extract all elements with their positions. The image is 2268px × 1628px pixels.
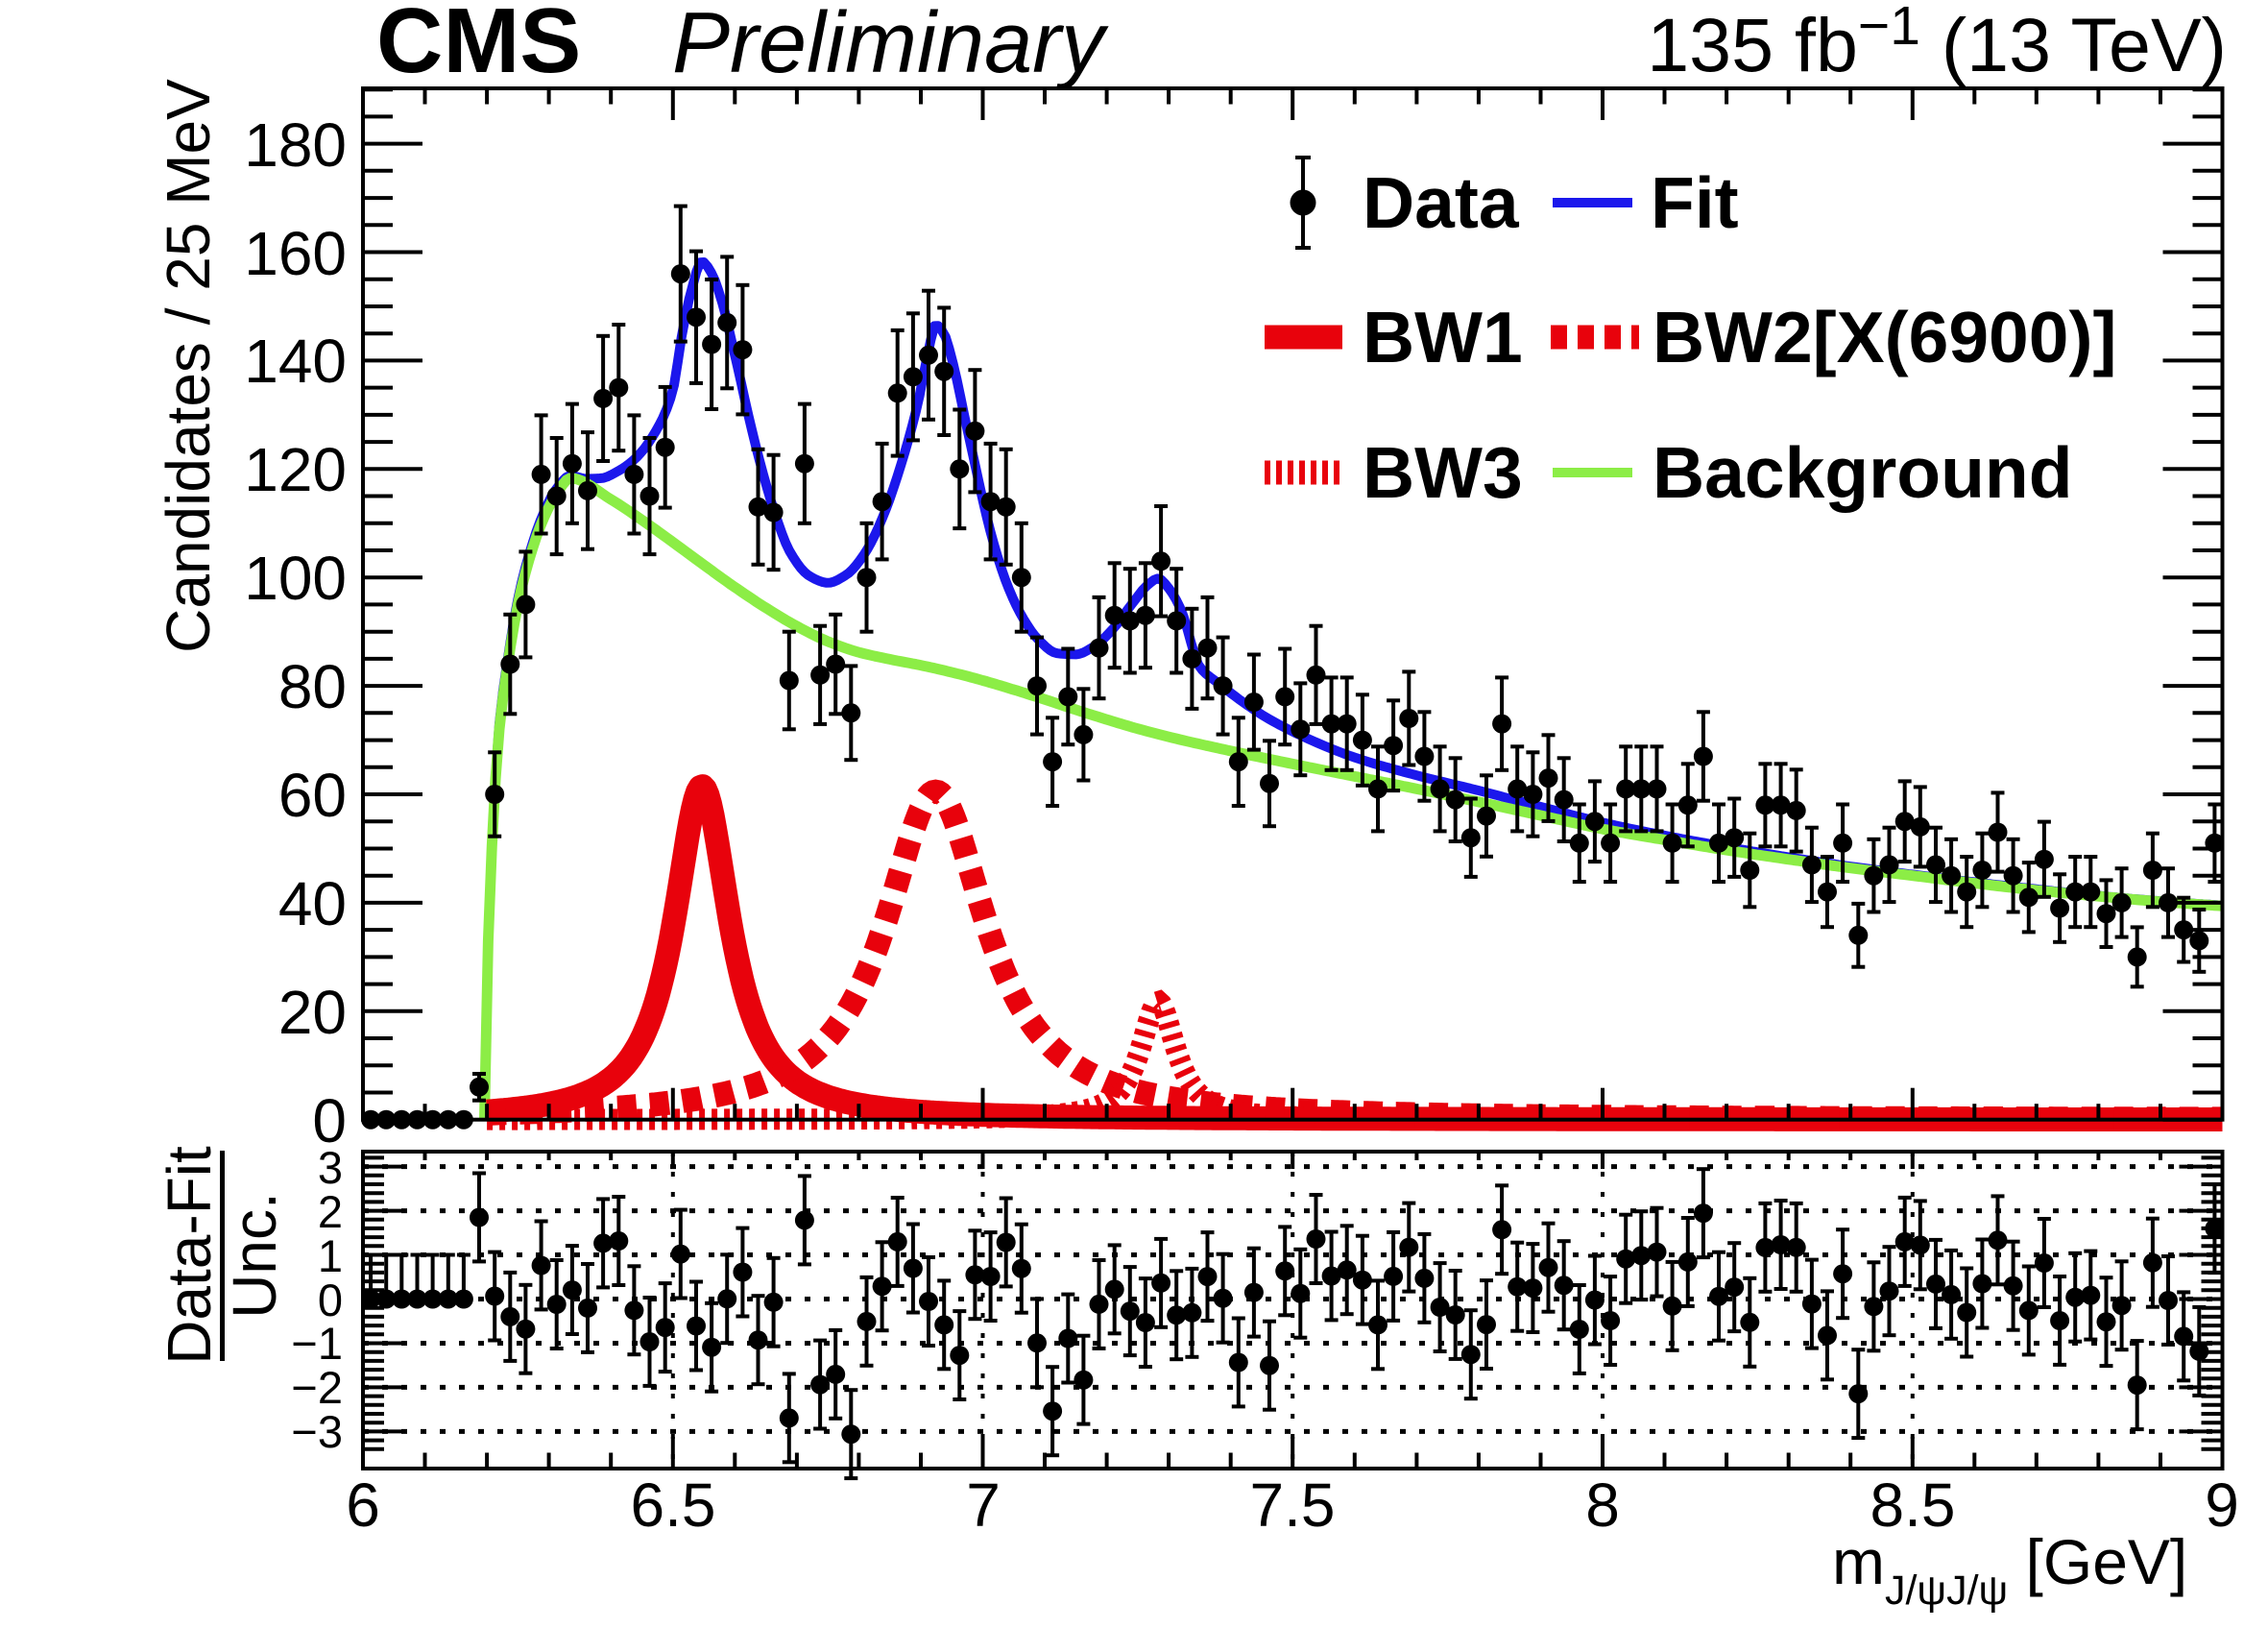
svg-text:−2: −2 [291, 1362, 343, 1413]
svg-text:2: 2 [318, 1186, 343, 1237]
svg-text:CMS: CMS [376, 0, 581, 92]
svg-text:160: 160 [244, 219, 347, 288]
svg-text:6: 6 [346, 1470, 380, 1540]
svg-text:6.5: 6.5 [631, 1470, 716, 1540]
svg-text:0: 0 [312, 1086, 347, 1155]
svg-text:Unc.: Unc. [220, 1192, 289, 1319]
svg-text:135 fb−1 (13 TeV): 135 fb−1 (13 TeV) [1647, 0, 2227, 87]
svg-text:BW2[X(6900)]: BW2[X(6900)] [1653, 297, 2116, 377]
svg-text:Candidates / 25 MeV: Candidates / 25 MeV [154, 79, 223, 653]
svg-text:Data: Data [1363, 162, 1520, 243]
svg-text:80: 80 [278, 652, 347, 721]
svg-text:−3: −3 [291, 1406, 343, 1457]
svg-text:100: 100 [244, 544, 347, 613]
svg-text:20: 20 [278, 978, 347, 1047]
svg-text:8.5: 8.5 [1870, 1470, 1956, 1540]
svg-text:140: 140 [244, 327, 347, 396]
svg-text:BW3: BW3 [1363, 432, 1523, 513]
svg-text:180: 180 [244, 110, 347, 180]
svg-text:BW1: BW1 [1363, 297, 1523, 377]
svg-text:40: 40 [278, 869, 347, 938]
svg-text:120: 120 [244, 435, 347, 504]
svg-text:0: 0 [318, 1275, 343, 1325]
svg-text:9: 9 [2205, 1470, 2239, 1540]
svg-text:−1: −1 [291, 1318, 343, 1369]
svg-text:Fit: Fit [1651, 162, 1739, 243]
svg-text:Data-Fit: Data-Fit [155, 1146, 224, 1365]
svg-text:8: 8 [1585, 1470, 1620, 1540]
svg-text:7.5: 7.5 [1250, 1470, 1336, 1540]
svg-text:Background: Background [1653, 432, 2073, 513]
svg-text:60: 60 [278, 761, 347, 830]
svg-text:Preliminary: Preliminary [672, 0, 1109, 91]
svg-text:1: 1 [318, 1230, 343, 1281]
svg-text:3: 3 [318, 1142, 343, 1193]
svg-text:7: 7 [966, 1470, 1001, 1540]
